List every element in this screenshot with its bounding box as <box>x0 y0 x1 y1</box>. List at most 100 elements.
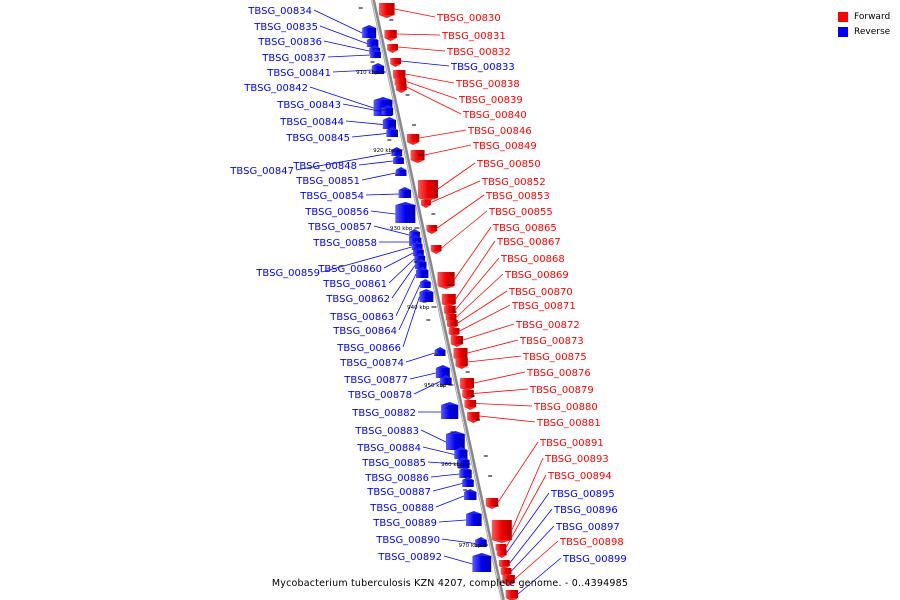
gene-label-TBSG_00882[interactable]: TBSG_00882 <box>351 408 416 419</box>
leader-line-TBSG_00869 <box>456 273 504 318</box>
gene-label-TBSG_00883[interactable]: TBSG_00883 <box>354 426 419 437</box>
TBSG_00840-feature <box>395 84 407 93</box>
gene-label-TBSG_00899[interactable]: TBSG_00899 <box>562 554 627 565</box>
leader-line-TBSG_00835 <box>319 25 367 44</box>
gene-label-TBSG_00871[interactable]: TBSG_00871 <box>511 301 576 312</box>
gene-label-TBSG_00859[interactable]: TBSG_00859 <box>255 268 320 279</box>
gene-label-TBSG_00841[interactable]: TBSG_00841 <box>266 68 331 79</box>
leader-line-TBSG_00837 <box>327 54 371 58</box>
gene-label-TBSG_00895[interactable]: TBSG_00895 <box>550 489 615 500</box>
gene-label-TBSG_00853[interactable]: TBSG_00853 <box>485 191 550 202</box>
gene-label-TBSG_00847[interactable]: TBSG_00847 <box>229 166 294 177</box>
leader-line-TBSG_00830 <box>394 8 436 18</box>
gene-label-TBSG_00868[interactable]: TBSG_00868 <box>500 254 565 265</box>
gene-label-TBSG_00846[interactable]: TBSG_00846 <box>467 126 532 137</box>
gene-label-TBSG_00850[interactable]: TBSG_00850 <box>476 159 541 170</box>
TBSG_00867-feature <box>441 294 456 307</box>
gene-label-TBSG_00837[interactable]: TBSG_00837 <box>261 53 326 64</box>
leader-line-TBSG_00891 <box>497 441 539 503</box>
gene-label-TBSG_00865[interactable]: TBSG_00865 <box>492 223 557 234</box>
TBSG_00850-feature <box>417 180 438 201</box>
scale-tick-label: 910 kbp <box>356 70 379 76</box>
gene-label-TBSG_00867[interactable]: TBSG_00867 <box>496 237 561 248</box>
gene-label-TBSG_00845[interactable]: TBSG_00845 <box>285 133 350 144</box>
gene-label-TBSG_00873[interactable]: TBSG_00873 <box>519 336 584 347</box>
leader-line-TBSG_00894 <box>505 474 547 548</box>
gene-label-TBSG_00877[interactable]: TBSG_00877 <box>343 375 408 386</box>
gene-label-TBSG_00892[interactable]: TBSG_00892 <box>377 552 442 563</box>
gene-label-TBSG_00898[interactable]: TBSG_00898 <box>559 537 624 548</box>
gene-label-TBSG_00886[interactable]: TBSG_00886 <box>364 473 429 484</box>
leader-line-TBSG_00855 <box>441 210 488 249</box>
gene-label-TBSG_00884[interactable]: TBSG_00884 <box>356 443 421 454</box>
leader-line-TBSG_00883 <box>420 429 447 443</box>
scale-tick-label: 970 kbp <box>459 543 482 549</box>
leader-line-TBSG_00890 <box>441 538 476 544</box>
gene-label-TBSG_00894[interactable]: TBSG_00894 <box>547 471 612 482</box>
gene-label-TBSG_00860[interactable]: TBSG_00860 <box>317 264 382 275</box>
leader-line-TBSG_00872 <box>462 323 515 341</box>
gene-label-TBSG_00844[interactable]: TBSG_00844 <box>279 117 344 128</box>
gene-label-TBSG_00836[interactable]: TBSG_00836 <box>257 37 322 48</box>
legend-reverse-label: Reverse <box>854 26 891 37</box>
gene-label-TBSG_00875[interactable]: TBSG_00875 <box>522 352 587 363</box>
gene-label-TBSG_00842[interactable]: TBSG_00842 <box>243 83 308 94</box>
gene-label-TBSG_00893[interactable]: TBSG_00893 <box>544 454 609 465</box>
gene-label-TBSG_00834[interactable]: TBSG_00834 <box>247 6 312 17</box>
gene-label-TBSG_00840[interactable]: TBSG_00840 <box>462 110 527 121</box>
gene-label-TBSG_00851[interactable]: TBSG_00851 <box>295 176 360 187</box>
gene-label-TBSG_00838[interactable]: TBSG_00838 <box>455 79 520 90</box>
TBSG_00878-feature <box>440 375 452 385</box>
gene-label-TBSG_00835[interactable]: TBSG_00835 <box>253 22 318 33</box>
genome-backbone <box>371 0 505 600</box>
gene-label-TBSG_00854[interactable]: TBSG_00854 <box>299 191 364 202</box>
gene-label-TBSG_00889[interactable]: TBSG_00889 <box>372 518 437 529</box>
gene-label-TBSG_00849[interactable]: TBSG_00849 <box>472 141 537 152</box>
leader-line-TBSG_00839 <box>406 81 458 100</box>
gene-label-TBSG_00839[interactable]: TBSG_00839 <box>458 95 523 106</box>
gene-label-TBSG_00866[interactable]: TBSG_00866 <box>336 343 401 354</box>
gene-label-TBSG_00831[interactable]: TBSG_00831 <box>441 31 506 42</box>
gene-label-TBSG_00876[interactable]: TBSG_00876 <box>526 368 591 379</box>
gene-label-TBSG_00833[interactable]: TBSG_00833 <box>450 62 515 73</box>
leader-line-TBSG_00859 <box>321 246 412 273</box>
leader-line-TBSG_00885 <box>427 461 458 465</box>
gene-label-TBSG_00885[interactable]: TBSG_00885 <box>361 458 426 469</box>
leader-line-TBSG_00898 <box>514 540 559 580</box>
gene-label-TBSG_00856[interactable]: TBSG_00856 <box>304 207 369 218</box>
gene-label-TBSG_00897[interactable]: TBSG_00897 <box>555 522 620 533</box>
gene-label-TBSG_00870[interactable]: TBSG_00870 <box>508 287 573 298</box>
gene-label-TBSG_00887[interactable]: TBSG_00887 <box>366 487 431 498</box>
gene-label-TBSG_00880[interactable]: TBSG_00880 <box>533 402 598 413</box>
gene-label-TBSG_00832[interactable]: TBSG_00832 <box>446 47 511 58</box>
gene-label-TBSG_00864[interactable]: TBSG_00864 <box>332 326 397 337</box>
gene-label-TBSG_00891[interactable]: TBSG_00891 <box>539 438 604 449</box>
leader-line-TBSG_00870 <box>457 290 508 324</box>
gene-label-TBSG_00869[interactable]: TBSG_00869 <box>504 270 569 281</box>
gene-label-TBSG_00857[interactable]: TBSG_00857 <box>307 222 372 233</box>
leader-line-TBSG_00863 <box>395 273 417 317</box>
gene-label-TBSG_00874[interactable]: TBSG_00874 <box>339 358 404 369</box>
gene-label-TBSG_00881[interactable]: TBSG_00881 <box>536 418 601 429</box>
reverse-swatch <box>838 26 848 37</box>
gene-label-TBSG_00855[interactable]: TBSG_00855 <box>488 207 553 218</box>
gene-label-TBSG_00843[interactable]: TBSG_00843 <box>276 100 341 111</box>
gene-label-TBSG_00863[interactable]: TBSG_00863 <box>329 312 394 323</box>
gene-label-TBSG_00852[interactable]: TBSG_00852 <box>481 177 546 188</box>
gene-label-TBSG_00862[interactable]: TBSG_00862 <box>325 294 390 305</box>
scale-tick-label: 940 kbp <box>407 305 430 311</box>
gene-label-TBSG_00890[interactable]: TBSG_00890 <box>375 535 440 546</box>
gene-label-TBSG_00861[interactable]: TBSG_00861 <box>322 279 387 290</box>
scale-tick-label: 950 kbp <box>424 383 447 389</box>
gene-label-TBSG_00896[interactable]: TBSG_00896 <box>553 505 618 516</box>
TBSG_00872-feature <box>450 336 464 347</box>
gene-label-TBSG_00878[interactable]: TBSG_00878 <box>347 390 412 401</box>
gene-label-TBSG_00858[interactable]: TBSG_00858 <box>312 238 377 249</box>
gene-label-TBSG_00848[interactable]: TBSG_00848 <box>292 161 357 172</box>
leader-line-TBSG_00845 <box>351 133 387 138</box>
leader-line-TBSG_00865 <box>454 226 492 280</box>
gene-label-TBSG_00830[interactable]: TBSG_00830 <box>436 13 501 24</box>
gene-label-TBSG_00888[interactable]: TBSG_00888 <box>369 503 434 514</box>
gene-label-TBSG_00872[interactable]: TBSG_00872 <box>515 320 580 331</box>
gene-label-TBSG_00879[interactable]: TBSG_00879 <box>529 385 594 396</box>
